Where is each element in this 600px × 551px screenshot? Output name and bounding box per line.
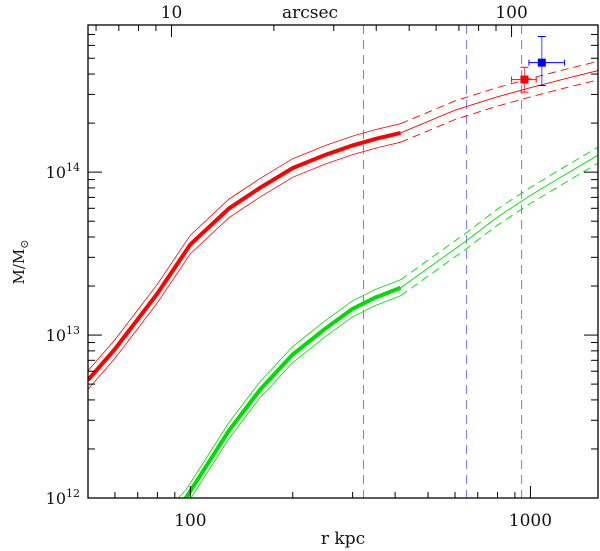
red-point-marker [520, 75, 529, 84]
top-axis-label: arcsec [282, 3, 338, 23]
green-model-thick-line [183, 285, 402, 498]
red-model-upper-band [88, 123, 401, 371]
x-axis-label: r kpc [321, 529, 365, 549]
green-model-upper-band [177, 279, 401, 498]
y-tick-exponent: 13 [66, 324, 80, 337]
y-tick-exponent: 14 [66, 161, 80, 174]
y-tick-label: 1014 [46, 161, 80, 182]
y-tick-exponent: 12 [66, 487, 80, 500]
x-tick-label: 1000 [509, 511, 552, 531]
red-model-extrapolation-lower [400, 79, 598, 143]
y-tick-label: 1013 [46, 324, 80, 345]
green-model-extrapolation-lower [400, 162, 598, 297]
green-model-extrapolation-upper [400, 146, 598, 281]
x-tick-label: 100 [174, 511, 206, 531]
green-model-lower-band [190, 295, 401, 498]
red-model-thick-line [88, 130, 402, 382]
blue-point-marker [537, 58, 546, 67]
plot-area [88, 25, 598, 498]
green-model-extrapolation [400, 154, 598, 289]
y-axis-label-sub: ⊙ [18, 240, 31, 249]
red-model-extrapolation [400, 70, 598, 134]
red-model-lower-band [88, 141, 401, 390]
y-tick-label: 1012 [46, 487, 80, 508]
plot-frame [87, 24, 599, 499]
red-model-extrapolation-upper [400, 60, 598, 125]
top-tick-label: 100 [495, 3, 527, 23]
y-axis-label: M/M⊙ [10, 240, 31, 285]
top-tick-label: 10 [161, 3, 183, 23]
